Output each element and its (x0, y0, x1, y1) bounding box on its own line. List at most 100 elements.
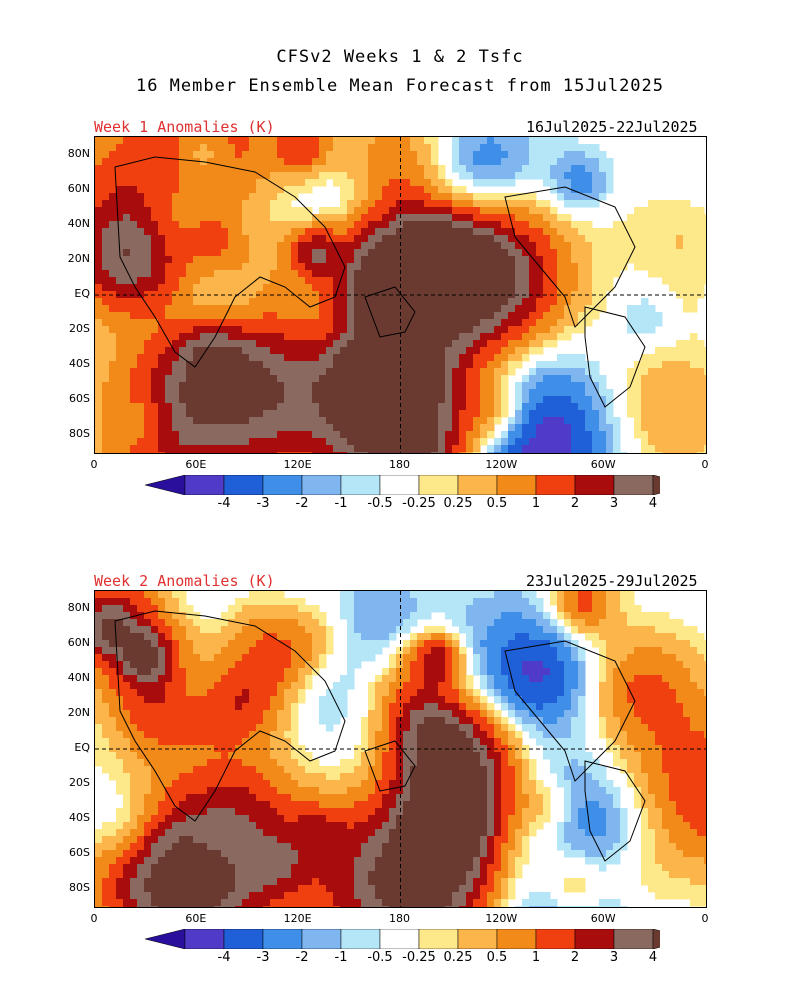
lat-label: 80S (69, 427, 90, 441)
lat-label: 40S (69, 357, 90, 371)
lat-label: 20N (67, 251, 90, 265)
colorbar-arrow-low (145, 929, 186, 949)
colorbar-label: 0.5 (486, 496, 508, 511)
colorbar-bin (340, 475, 381, 495)
lon-label: 60W (590, 912, 616, 925)
colorbar-bin (535, 929, 576, 949)
lat-label: 80N (67, 600, 90, 614)
colorbar-label: -0.25 (402, 950, 436, 965)
panel2-dates: 23Jul2025-29Jul2025 (526, 572, 698, 590)
lat-label: 40S (69, 811, 90, 825)
lon-label: 0 (90, 912, 98, 925)
lon-label: 0 (701, 458, 709, 471)
colorbar-bin (574, 929, 615, 949)
colorbar-graphic (145, 475, 660, 495)
colorbar-bin (496, 475, 537, 495)
lat-label: 60N (67, 181, 90, 195)
colorbar-label: -1 (334, 950, 348, 965)
panel2-title: Week 2 Anomalies (K) (94, 572, 275, 590)
colorbar-label: -0.25 (402, 496, 436, 511)
colorbar-bin (613, 929, 654, 949)
lon-label: 0 (701, 912, 709, 925)
lat-label: 80N (67, 146, 90, 160)
colorbar-bin (496, 929, 537, 949)
colorbar-label: 2 (570, 496, 580, 511)
colorbar-label: -4 (217, 496, 231, 511)
coastline-1 (364, 286, 416, 338)
colorbar-label: -2 (295, 496, 309, 511)
lat-label: 60S (69, 846, 90, 860)
lon-label: 0 (90, 458, 98, 471)
lat-label: 40N (67, 216, 90, 230)
lat-label: 60S (69, 392, 90, 406)
coastline-2 (504, 640, 636, 782)
coastline-0 (114, 610, 346, 822)
colorbar-bin (457, 929, 498, 949)
colorbar-label: 1 (531, 496, 541, 511)
colorbar-bin (262, 475, 303, 495)
lat-label: EQ (74, 741, 90, 754)
lat-label: 20N (67, 705, 90, 719)
coastline-3 (584, 306, 646, 408)
colorbar-label: 0.25 (443, 496, 473, 511)
colorbar-label: 0.5 (486, 950, 508, 965)
colorbar-bin (379, 929, 420, 949)
colorbar-bin (457, 475, 498, 495)
colorbar-bin (301, 475, 342, 495)
colorbar-bin (379, 475, 420, 495)
colorbar-label: -4 (217, 950, 231, 965)
lat-label: 20S (69, 322, 90, 336)
colorbar-label: 0.25 (443, 950, 473, 965)
colorbar-label: -0.5 (367, 496, 393, 511)
colorbar-label: 4 (648, 496, 658, 511)
colorbar-bin (184, 929, 225, 949)
colorbar-bin (574, 475, 615, 495)
panel1-dates: 16Jul2025-22Jul2025 (526, 118, 698, 136)
colorbar-label: -3 (256, 496, 270, 511)
coastline-3 (584, 760, 646, 862)
lon-label: 120W (485, 458, 518, 471)
lon-label: 180 (389, 458, 410, 471)
colorbar-label: 4 (648, 950, 658, 965)
lat-label: 80S (69, 881, 90, 895)
lat-label: 20S (69, 776, 90, 790)
colorbar-bin (613, 475, 654, 495)
lon-label: 60E (185, 458, 207, 471)
colorbar-bin (418, 929, 459, 949)
lat-label: 60N (67, 635, 90, 649)
lon-label: 60W (590, 458, 616, 471)
colorbar-bin (301, 929, 342, 949)
colorbar-label: 2 (570, 950, 580, 965)
colorbar-label: -0.5 (367, 950, 393, 965)
lat-label: 40N (67, 670, 90, 684)
panel2-map (94, 590, 707, 908)
lon-label: 180 (389, 912, 410, 925)
colorbar-arrow-high (652, 929, 660, 949)
colorbar-label: -3 (256, 950, 270, 965)
colorbar-bin (223, 929, 264, 949)
colorbar-bin (340, 929, 381, 949)
colorbar-label: -1 (334, 496, 348, 511)
lon-label: 120W (485, 912, 518, 925)
colorbar-bin (184, 475, 225, 495)
colorbar-label: 1 (531, 950, 541, 965)
colorbar-bin (262, 929, 303, 949)
colorbar-bin (223, 475, 264, 495)
colorbar-bin (535, 475, 576, 495)
anomaly-field (95, 591, 706, 907)
colorbar-graphic (145, 929, 660, 949)
colorbar-bin (418, 475, 459, 495)
figure-title-line2: 16 Member Ensemble Mean Forecast from 15… (135, 76, 665, 96)
colorbar-label: 3 (609, 950, 619, 965)
colorbar-label: -2 (295, 950, 309, 965)
figure-title-line1: CFSv2 Weeks 1 & 2 Tsfc (276, 47, 524, 67)
coastline-2 (504, 186, 636, 328)
lat-label: EQ (74, 287, 90, 300)
colorbar-arrow-low (145, 475, 186, 495)
panel1-map (94, 136, 707, 454)
lon-label: 60E (185, 912, 207, 925)
panel1-title: Week 1 Anomalies (K) (94, 118, 275, 136)
colorbar-arrow-high (652, 475, 660, 495)
anomaly-field (95, 137, 706, 453)
coastline-0 (114, 156, 346, 368)
